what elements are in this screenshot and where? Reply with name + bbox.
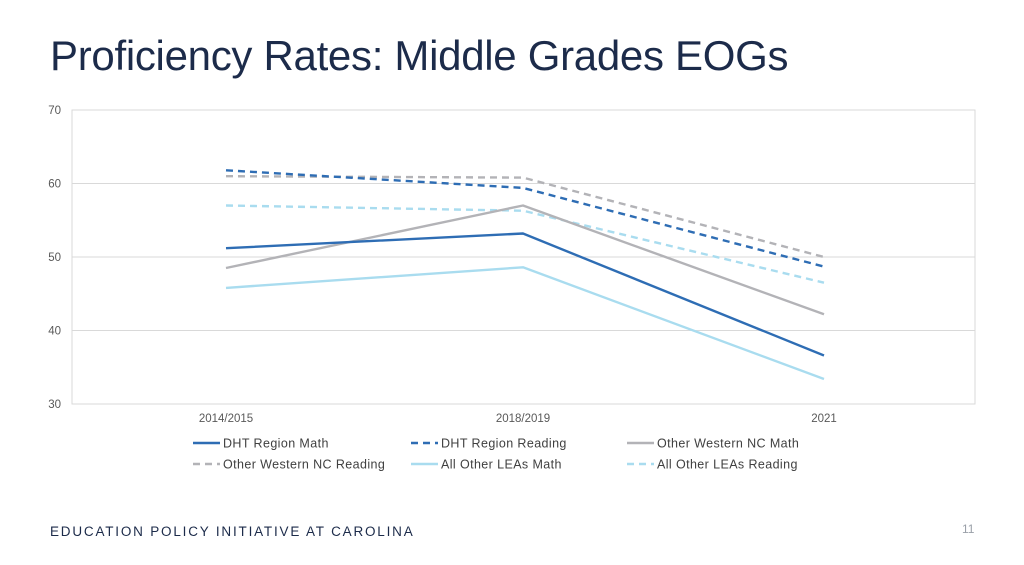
x-tick-label: 2014/2015 [199,413,253,425]
series-lines [225,169,825,381]
series-line-1 [225,169,825,268]
legend-entry: All Other LEAs Reading [657,458,798,472]
legend-entry: All Other LEAs Math [441,458,562,472]
y-tick-label: 50 [48,252,61,264]
y-tick-label: 70 [48,105,61,117]
legend: DHT Region Math DHT Region Reading Other W… [193,437,799,472]
series-line-0 [225,232,825,357]
legend-entry: Other Western NC Reading [223,458,385,472]
x-axis-ticks: 2014/2015 2018/2019 2021 [199,413,837,425]
legend-entry: DHT Region Reading [441,437,567,451]
page-title: Proficiency Rates: Middle Grades EOGs [50,32,789,79]
x-tick-label: 2021 [811,413,837,425]
y-tick-label: 30 [48,399,61,411]
page-number: 11 [962,522,975,536]
series-line-2 [225,204,825,316]
y-axis-ticks: 30 40 50 60 70 [48,105,61,411]
series-line-4 [225,266,825,381]
gridlines [72,183,975,331]
legend-entry: Other Western NC Math [657,437,799,451]
footer-organization: EDUCATION POLICY INITIATIVE AT CAROLINA [50,524,415,539]
series-line-5 [225,204,825,284]
x-tick-label: 2018/2019 [496,413,550,425]
y-tick-label: 40 [48,326,61,338]
y-tick-label: 60 [48,179,61,191]
legend-entry: DHT Region Math [223,437,329,451]
